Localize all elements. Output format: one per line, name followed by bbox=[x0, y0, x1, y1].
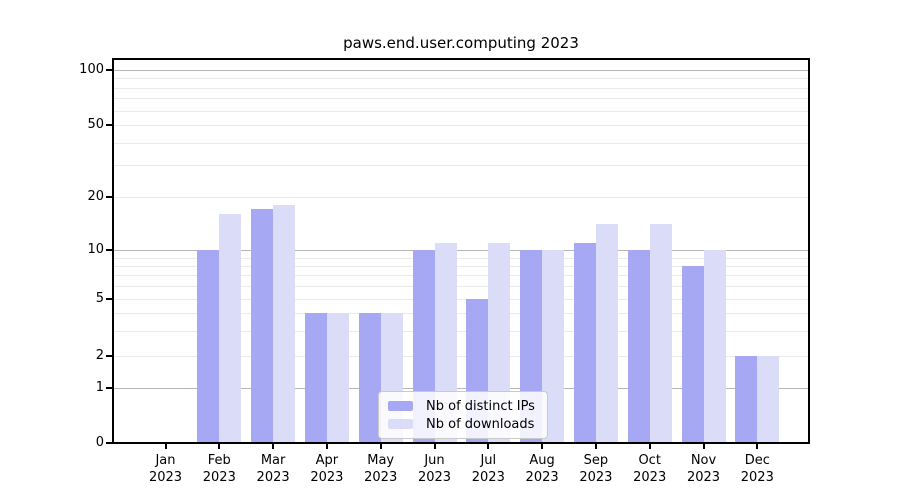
gridline-4 bbox=[114, 313, 808, 315]
x-tick-label-nov-2023: Nov 2023 bbox=[686, 453, 721, 485]
bar-distinct-ips-apr-2023 bbox=[304, 313, 327, 442]
gridline-7 bbox=[114, 275, 808, 277]
gridline-8 bbox=[114, 265, 808, 267]
y-tick-label-20: 20 bbox=[87, 188, 104, 204]
gridline-10 bbox=[114, 250, 808, 251]
y-tick-mark-2 bbox=[106, 355, 112, 357]
chart-title: paws.end.user.computing 2023 bbox=[343, 34, 579, 52]
gridline-6 bbox=[114, 286, 808, 288]
y-tick-label-5: 5 bbox=[95, 291, 104, 307]
bar-distinct-ips-dec-2023 bbox=[735, 356, 758, 442]
bar-distinct-ips-sep-2023 bbox=[573, 242, 596, 442]
bar-distinct-ips-nov-2023 bbox=[681, 265, 704, 442]
legend-swatch-distinct-ips bbox=[388, 401, 413, 411]
legend-label-downloads: Nb of downloads bbox=[426, 416, 535, 432]
gridline-30 bbox=[114, 165, 808, 166]
bar-downloads-sep-2023 bbox=[595, 224, 618, 442]
gridline-40 bbox=[114, 142, 808, 144]
gridline-20 bbox=[114, 196, 808, 198]
gridline-60 bbox=[114, 110, 808, 112]
plot-area bbox=[112, 58, 810, 444]
x-tick-label-oct-2023: Oct 2023 bbox=[633, 453, 667, 485]
gridline-50 bbox=[114, 125, 808, 126]
gridline-3 bbox=[114, 330, 808, 332]
x-tick-mark-nov-2023 bbox=[702, 444, 705, 449]
x-tick-mark-jul-2023 bbox=[487, 444, 490, 449]
x-tick-label-apr-2023: Apr 2023 bbox=[310, 453, 344, 485]
y-tick-label-0: 0 bbox=[95, 435, 104, 450]
x-tick-mark-apr-2023 bbox=[325, 444, 328, 449]
legend-swatch-downloads bbox=[388, 419, 413, 429]
gridline-100 bbox=[114, 70, 808, 71]
bar-downloads-feb-2023 bbox=[219, 213, 242, 442]
x-tick-mark-jan-2023 bbox=[164, 444, 167, 449]
legend-item-distinct-ips: Nb of distinct IPs bbox=[388, 398, 538, 414]
x-tick-mark-feb-2023 bbox=[218, 444, 221, 449]
x-tick-label-aug-2023: Aug 2023 bbox=[525, 453, 559, 485]
bar-downloads-dec-2023 bbox=[757, 356, 780, 442]
y-tick-mark-10 bbox=[106, 249, 112, 251]
y-tick-label-100: 100 bbox=[79, 62, 104, 77]
legend: Nb of distinct IPs Nb of downloads bbox=[378, 391, 548, 439]
bar-distinct-ips-oct-2023 bbox=[627, 250, 650, 442]
x-tick-mark-dec-2023 bbox=[756, 444, 759, 449]
legend-item-downloads: Nb of downloads bbox=[388, 416, 538, 432]
bar-downloads-mar-2023 bbox=[273, 204, 296, 442]
y-tick-mark-20 bbox=[106, 195, 112, 198]
bar-distinct-ips-mar-2023 bbox=[251, 209, 274, 442]
x-tick-label-dec-2023: Dec 2023 bbox=[740, 453, 774, 485]
x-tick-mark-oct-2023 bbox=[648, 444, 651, 449]
x-tick-label-may-2023: May 2023 bbox=[364, 453, 398, 485]
x-tick-label-jun-2023: Jun 2023 bbox=[417, 453, 452, 485]
bar-distinct-ips-feb-2023 bbox=[197, 250, 220, 442]
bar-downloads-apr-2023 bbox=[326, 313, 349, 442]
y-tick-mark-50 bbox=[106, 124, 112, 126]
x-tick-mark-mar-2023 bbox=[272, 444, 275, 449]
y-tick-mark-5 bbox=[106, 298, 112, 301]
gridline-2 bbox=[114, 356, 808, 357]
bar-downloads-oct-2023 bbox=[649, 224, 672, 442]
x-tick-mark-may-2023 bbox=[379, 444, 382, 449]
x-tick-mark-jun-2023 bbox=[433, 444, 436, 449]
gridline-70 bbox=[114, 98, 808, 100]
gridline-5 bbox=[114, 299, 808, 301]
y-tick-label-2: 2 bbox=[95, 348, 104, 363]
y-tick-mark-0 bbox=[106, 442, 112, 444]
x-tick-label-jul-2023: Jul 2023 bbox=[471, 453, 505, 485]
bar-downloads-nov-2023 bbox=[703, 250, 726, 442]
x-tick-mark-aug-2023 bbox=[541, 444, 544, 449]
y-tick-label-1: 1 bbox=[95, 380, 104, 395]
gridline-1 bbox=[114, 388, 808, 389]
y-tick-mark-1 bbox=[106, 387, 112, 389]
y-tick-mark-100 bbox=[106, 69, 112, 71]
gridline-9 bbox=[114, 257, 808, 259]
x-tick-label-mar-2023: Mar 2023 bbox=[256, 453, 290, 485]
x-tick-label-feb-2023: Feb 2023 bbox=[202, 453, 236, 485]
bar-distinct-ips-may-2023 bbox=[358, 313, 381, 442]
x-tick-label-jan-2023: Jan 2023 bbox=[148, 453, 183, 485]
y-tick-label-50: 50 bbox=[87, 117, 104, 132]
x-tick-label-sep-2023: Sep 2023 bbox=[579, 453, 613, 485]
y-tick-label-10: 10 bbox=[87, 242, 104, 257]
gridline-80 bbox=[114, 87, 808, 89]
legend-label-distinct-ips: Nb of distinct IPs bbox=[426, 398, 535, 414]
gridline-90 bbox=[114, 78, 808, 80]
x-tick-mark-sep-2023 bbox=[594, 444, 597, 449]
